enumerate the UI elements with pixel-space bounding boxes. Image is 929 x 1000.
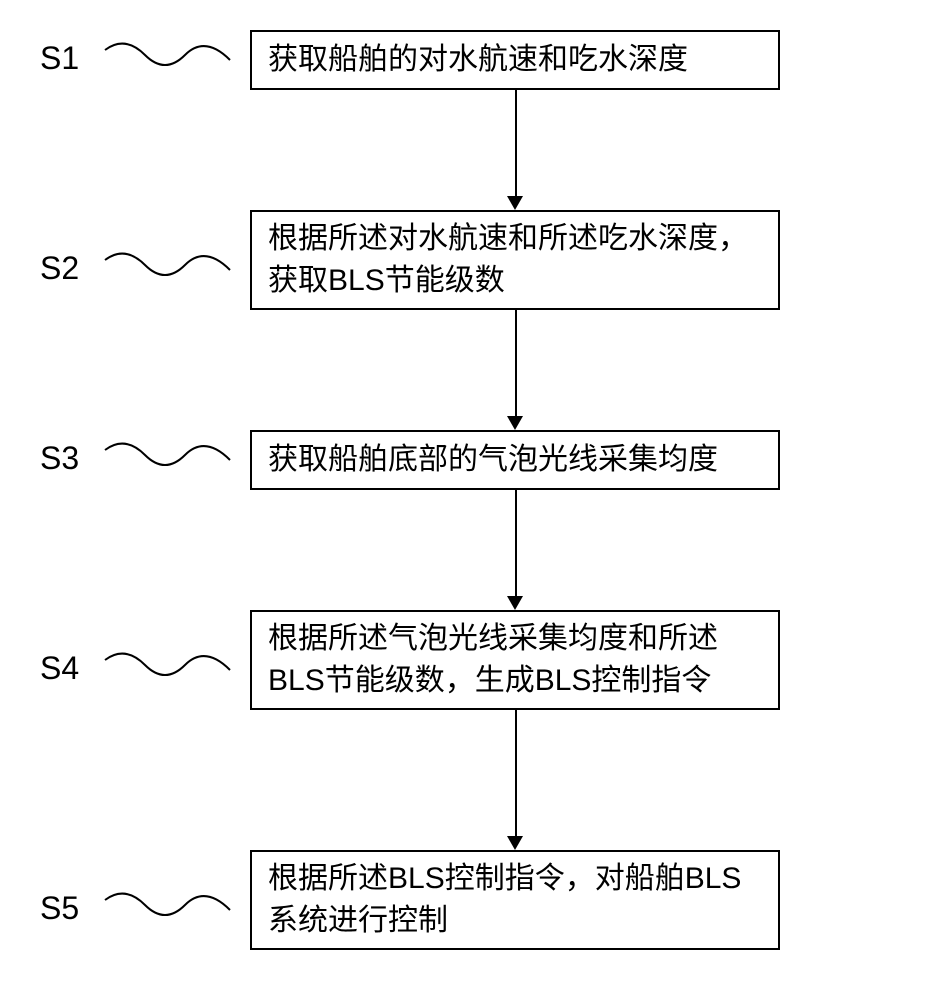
- step-box-s4: 根据所述气泡光线采集均度和所述BLS节能级数，生成BLS控制指令: [250, 610, 780, 710]
- step-box-s3: 获取船舶底部的气泡光线采集均度: [250, 430, 780, 490]
- step-label-s3: S3: [40, 440, 79, 477]
- step-label-s1: S1: [40, 40, 79, 77]
- label-text: S4: [40, 650, 79, 686]
- step-label-s5: S5: [40, 890, 79, 927]
- arrow-head-2: [507, 416, 523, 430]
- box-text: 根据所述BLS控制指令，对船舶BLS系统进行控制: [268, 858, 762, 942]
- box-text: 获取船舶底部的气泡光线采集均度: [268, 439, 718, 481]
- label-text: S5: [40, 890, 79, 926]
- box-text: 根据所述对水航速和所述吃水深度，获取BLS节能级数: [268, 218, 762, 302]
- arrow-line-4: [515, 710, 517, 836]
- arrow-line-1: [515, 90, 517, 196]
- arrow-line-2: [515, 310, 517, 416]
- squiggle-s4: [100, 650, 240, 690]
- step-box-s1: 获取船舶的对水航速和吃水深度: [250, 30, 780, 90]
- squiggle-s1: [100, 40, 240, 80]
- box-text: 获取船舶的对水航速和吃水深度: [268, 39, 688, 81]
- step-label-s2: S2: [40, 250, 79, 287]
- step-box-s5: 根据所述BLS控制指令，对船舶BLS系统进行控制: [250, 850, 780, 950]
- label-text: S1: [40, 40, 79, 76]
- squiggle-s5: [100, 890, 240, 930]
- flowchart-container: S1 获取船舶的对水航速和吃水深度 S2 根据所述对水航速和所述吃水深度，获取B…: [0, 0, 929, 1000]
- arrow-line-3: [515, 490, 517, 596]
- step-box-s2: 根据所述对水航速和所述吃水深度，获取BLS节能级数: [250, 210, 780, 310]
- arrow-head-3: [507, 596, 523, 610]
- arrow-head-1: [507, 196, 523, 210]
- step-label-s4: S4: [40, 650, 79, 687]
- squiggle-s3: [100, 440, 240, 480]
- label-text: S3: [40, 440, 79, 476]
- squiggle-s2: [100, 250, 240, 290]
- arrow-head-4: [507, 836, 523, 850]
- label-text: S2: [40, 250, 79, 286]
- box-text: 根据所述气泡光线采集均度和所述BLS节能级数，生成BLS控制指令: [268, 618, 762, 702]
